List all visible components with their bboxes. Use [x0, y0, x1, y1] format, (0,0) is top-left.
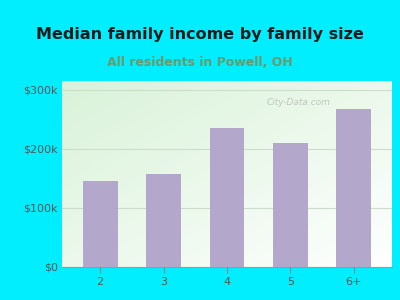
Bar	[273, 143, 308, 267]
Text: Median family income by family size: Median family income by family size	[36, 27, 364, 42]
Bar	[210, 128, 244, 267]
Bar	[146, 174, 181, 267]
Bar	[83, 182, 118, 267]
Text: All residents in Powell, OH: All residents in Powell, OH	[107, 56, 293, 69]
Text: City-Data.com: City-Data.com	[267, 98, 331, 107]
Bar	[336, 109, 371, 267]
